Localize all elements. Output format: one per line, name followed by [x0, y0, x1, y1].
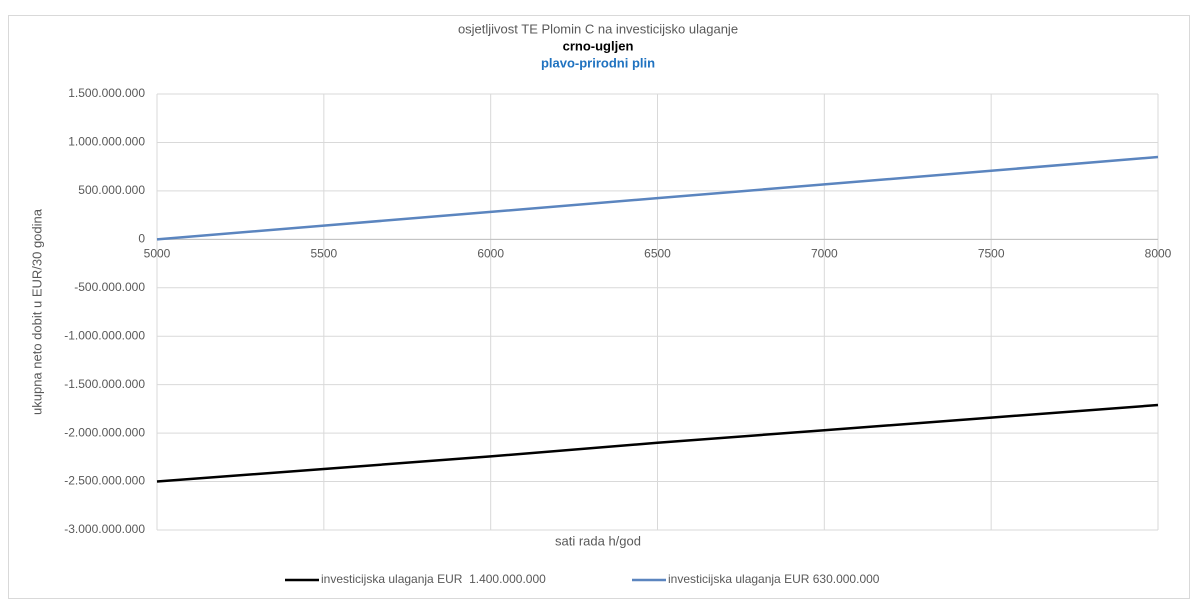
y-tick-label: -3.000.000.000: [64, 522, 145, 536]
chart-subtitle: crno-ugljen: [563, 38, 634, 53]
x-tick-label: 5000: [144, 247, 171, 261]
chart-subtitle: plavo-prirodni plin: [541, 55, 655, 70]
x-axis-label: sati rada h/god: [555, 533, 641, 548]
x-tick-label: 8000: [1145, 247, 1172, 261]
x-tick-label: 7000: [811, 247, 838, 261]
x-tick-label: 6000: [477, 247, 504, 261]
series-line: [156, 403, 1159, 483]
y-tick-label: 1.500.000.000: [68, 86, 145, 100]
chart-frame: [8, 15, 1190, 599]
legend-label: investicijska ulaganja EUR 630.000.000: [668, 572, 880, 586]
y-tick-label: -2.500.000.000: [64, 474, 145, 488]
x-tick-label: 5500: [310, 247, 337, 261]
y-tick-label: 0: [138, 232, 145, 246]
y-tick-label: -500.000.000: [74, 280, 145, 294]
y-tick-label: 500.000.000: [78, 183, 145, 197]
y-tick-label: 1.000.000.000: [68, 135, 145, 149]
x-tick-label: 7500: [978, 247, 1005, 261]
x-tick-label: 6500: [644, 247, 671, 261]
chart-title: osjetljivost TE Plomin C na investicijsk…: [458, 21, 738, 36]
y-tick-label: -1.500.000.000: [64, 377, 145, 391]
series-line: [156, 155, 1159, 241]
y-tick-label: -2.000.000.000: [64, 425, 145, 439]
legend-label: investicijska ulaganja EUR 1.400.000.000: [321, 572, 546, 586]
y-tick-label: -1.000.000.000: [64, 328, 145, 342]
y-axis-label: ukupna neto dobit u EUR/30 godina: [29, 208, 44, 415]
